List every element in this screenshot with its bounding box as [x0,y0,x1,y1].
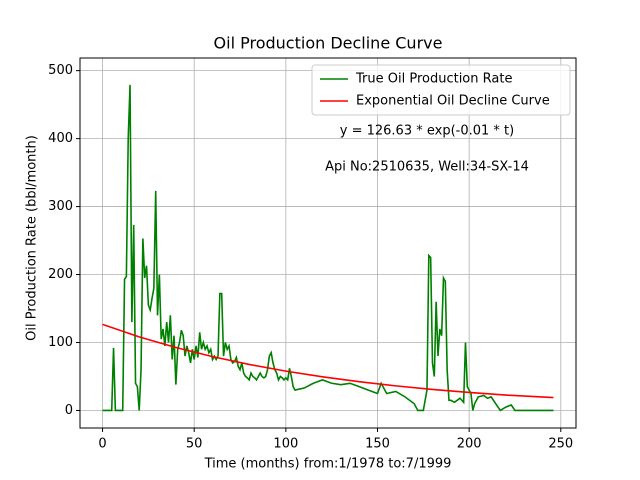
y-tick-label: 300 [48,199,73,214]
data-line [102,323,554,399]
y-tick-label: 500 [48,63,73,78]
x-tick-label: 50 [186,437,203,452]
annotation: Api No:2510635, Well:34-SX-14 [325,160,529,175]
y-tick-label: 200 [48,267,73,282]
y-tick-label: 100 [48,335,73,350]
legend-label: Exponential Oil Decline Curve [356,94,550,109]
annotation: y = 126.63 * exp(-0.01 * t) [340,124,514,139]
plot-frame [79,57,577,429]
data-line [102,84,554,412]
y-axis-label: Oil Production Rate (bbl/month) [25,135,40,341]
x-tick-label: 250 [548,437,573,452]
x-tick-label: 200 [457,437,482,452]
x-tick-label: 100 [273,437,298,452]
chart-title: Oil Production Decline Curve [214,34,443,53]
y-tick-label: 400 [48,131,73,146]
x-tick-label: 0 [98,437,106,452]
legend-box [311,64,571,116]
x-tick-label: 150 [365,437,390,452]
y-tick-label: 0 [65,403,73,418]
x-axis-label: Time (months) from:1/1978 to:7/1999 [204,457,452,472]
legend-label: True Oil Production Rate [355,72,512,87]
